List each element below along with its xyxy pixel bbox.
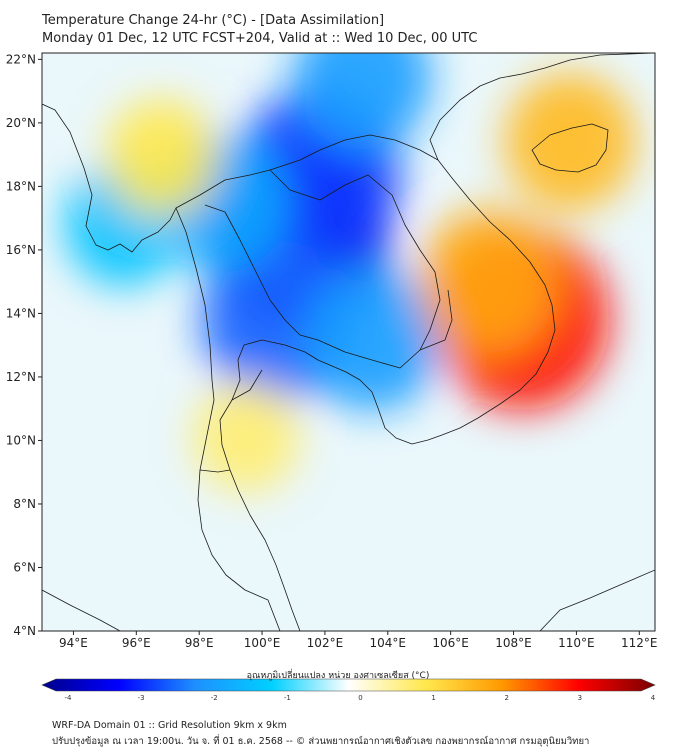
- colorbar-tick-label: 1: [431, 694, 435, 700]
- lat-tick-label: 4°N: [13, 624, 36, 638]
- lon-tick-label: 106°E: [432, 636, 469, 650]
- anomaly-north-myanmar-cooling: [293, 53, 432, 151]
- lat-tick-label: 8°N: [13, 497, 36, 511]
- anomaly-cambodia-cooling: [303, 266, 441, 412]
- map-frame: [41, 52, 656, 632]
- lat-tick-label: 12°N: [6, 370, 36, 384]
- lon-tick-label: 96°E: [122, 636, 151, 650]
- footer-model-info: WRF-DA Domain 01 :: Grid Resolution 9km …: [52, 720, 287, 731]
- colorbar-label: อุณหภูมิเปลี่ยนแปลง หน่วย องศาเซลเซียส (…: [246, 671, 430, 681]
- lat-tick-label: 20°N: [6, 116, 36, 130]
- chart-subtitle: Monday 01 Dec, 12 UTC FCST+204, Valid at…: [42, 31, 478, 46]
- lon-tick-label: 104°E: [370, 636, 407, 650]
- lat-tick-label: 16°N: [6, 243, 36, 257]
- lon-tick-label: 98°E: [185, 636, 214, 650]
- colorbar-tick-label: -2: [211, 694, 218, 700]
- lon-tick-label: 94°E: [59, 636, 88, 650]
- temperature-change-map: 4°N 6°N 8°N 10°N 12°N 14°N 16°N 18°N 20°N 22°N 94°…: [6, 52, 658, 700]
- colorbar-tick-label: 2: [505, 694, 509, 700]
- lat-tick-label: 6°N: [13, 560, 36, 574]
- colorbar-tick-label: -4: [65, 694, 73, 700]
- anomaly-peninsula-warming: [193, 381, 300, 493]
- coastlines: [42, 53, 655, 631]
- colorbar-tick-label: 3: [578, 694, 582, 700]
- colorbar-tick-label: -3: [138, 694, 145, 700]
- lon-tick-label: 112°E: [621, 636, 658, 650]
- lon-tick-label: 108°E: [495, 636, 532, 650]
- lon-tick-label: 110°E: [558, 636, 595, 650]
- colorbar: [41, 678, 656, 692]
- anomaly-central-vietnam-warming: [419, 209, 558, 354]
- colorbar-tick-label: 0: [358, 694, 362, 700]
- lat-tick-label: 22°N: [6, 52, 36, 66]
- anomaly-myanmar-north-warming: [105, 99, 218, 217]
- anomaly-hainan-warming: [504, 73, 636, 211]
- colorbar-tick-label: -1: [284, 694, 291, 700]
- lat-tick-label: 10°N: [6, 433, 36, 447]
- colorbar-tick-label: 4: [651, 694, 656, 700]
- footer-credit: ปรับปรุงข้อมูล ณ เวลา 19:00น. วัน จ. ที่…: [52, 736, 590, 747]
- lat-tick-label: 18°N: [6, 179, 36, 193]
- lat-tick-label: 14°N: [6, 306, 36, 320]
- lon-tick-label: 100°E: [244, 636, 281, 650]
- lon-tick-label: 102°E: [307, 636, 344, 650]
- chart-title: Temperature Change 24-hr (°C) - [Data As…: [42, 13, 385, 28]
